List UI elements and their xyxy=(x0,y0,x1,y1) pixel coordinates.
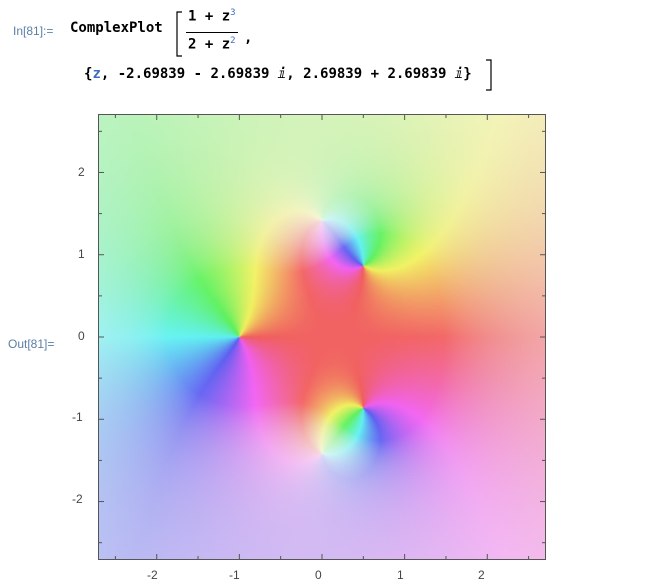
y-tick-label: -1 xyxy=(72,410,83,424)
x-tick-label: 2 xyxy=(478,568,485,582)
y-tick-label: -2 xyxy=(72,492,83,506)
denominator: 2 + z xyxy=(188,36,231,53)
left-bracket-icon xyxy=(176,11,182,57)
range-spec[interactable]: {z, -2.69839 - 2.69839 ⅈ, 2.69839 + 2.69… xyxy=(84,66,472,82)
function-name[interactable]: ComplexPlot xyxy=(70,20,163,36)
y-tick-label: 2 xyxy=(78,165,85,179)
range-variable: z xyxy=(92,66,101,82)
fraction-bar xyxy=(186,32,238,33)
input-label: In[81]:= xyxy=(13,24,54,38)
numerator-exponent: 3 xyxy=(230,8,236,18)
y-tick-label: 1 xyxy=(78,247,85,261)
x-tick-label: -1 xyxy=(229,568,240,582)
y-tick-label: 0 xyxy=(78,329,85,343)
x-tick-label: -2 xyxy=(147,568,158,582)
range-open: { xyxy=(84,66,93,82)
range-bounds: , -2.69839 - 2.69839 ⅈ, 2.69839 + 2.6983… xyxy=(100,66,472,82)
x-tick-label: 1 xyxy=(397,568,404,582)
x-tick-label: 0 xyxy=(315,568,322,582)
complex-plot[interactable] xyxy=(98,114,546,560)
numerator: 1 + z xyxy=(188,8,231,25)
fraction[interactable]: 1 + z3 2 + z2 xyxy=(186,6,242,58)
comma: , xyxy=(244,30,253,46)
output-label: Out[81]= xyxy=(8,337,55,351)
complex-plot-canvas xyxy=(99,115,545,559)
right-bracket-icon xyxy=(486,59,492,91)
denominator-exponent: 2 xyxy=(230,36,236,46)
